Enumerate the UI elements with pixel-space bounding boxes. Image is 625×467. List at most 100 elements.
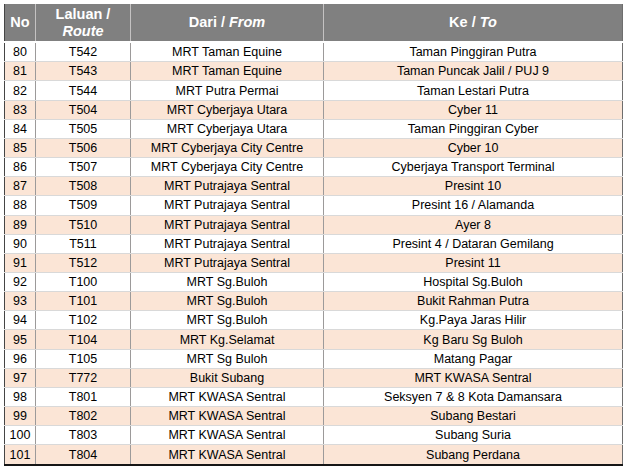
table-row: 80T542MRT Taman EquineTaman Pinggiran Pu…	[5, 42, 623, 62]
cell-no: 97	[5, 368, 36, 387]
cell-route: T544	[36, 81, 131, 100]
cell-to: Kg Baru Sg Buloh	[324, 330, 623, 349]
cell-to: Matang Pagar	[324, 349, 623, 368]
cell-route: T804	[36, 445, 131, 465]
cell-no: 101	[5, 445, 36, 465]
cell-from: MRT Sg Buloh	[131, 349, 324, 368]
cell-from: MRT Sg.Buloh	[131, 273, 324, 292]
table-row: 95T104MRT Kg.SelamatKg Baru Sg Buloh	[5, 330, 623, 349]
cell-from: MRT Cyberjaya Utara	[131, 119, 324, 138]
cell-no: 98	[5, 387, 36, 406]
header-row: No Laluan / Route Dari / From Ke / To	[5, 4, 623, 42]
cell-from: MRT Putrajaya Sentral	[131, 215, 324, 234]
cell-route: T510	[36, 215, 131, 234]
header-to-label: To	[480, 14, 497, 30]
table-row: 83T504MRT Cyberjaya UtaraCyber 11	[5, 100, 623, 119]
cell-no: 82	[5, 81, 36, 100]
table-row: 92T100MRT Sg.BulohHospital Sg.Buloh	[5, 273, 623, 292]
cell-from: MRT Cyberjaya City Centre	[131, 138, 324, 157]
cell-route: T508	[36, 177, 131, 196]
header-ke-label: Ke /	[449, 14, 476, 30]
cell-to: Presint 10	[324, 177, 623, 196]
cell-no: 88	[5, 196, 36, 215]
header-from-label: From	[229, 14, 265, 30]
table-row: 96T105MRT Sg BulohMatang Pagar	[5, 349, 623, 368]
cell-from: MRT Putrajaya Sentral	[131, 177, 324, 196]
cell-from: MRT Sg.Buloh	[131, 311, 324, 330]
cell-no: 90	[5, 234, 36, 253]
cell-to: Taman Lestari Putra	[324, 81, 623, 100]
header-laluan-route: Laluan / Route	[36, 4, 131, 42]
cell-from: MRT KWASA Sentral	[131, 426, 324, 445]
cell-route: T772	[36, 368, 131, 387]
cell-route: T506	[36, 138, 131, 157]
cell-route: T507	[36, 158, 131, 177]
cell-no: 100	[5, 426, 36, 445]
cell-to: Subang Bestari	[324, 407, 623, 426]
cell-no: 94	[5, 311, 36, 330]
cell-to: Cyber 10	[324, 138, 623, 157]
cell-route: T104	[36, 330, 131, 349]
table-header: No Laluan / Route Dari / From Ke / To	[5, 4, 623, 42]
table-row: 88T509MRT Putrajaya SentralPresint 16 / …	[5, 196, 623, 215]
cell-route: T102	[36, 311, 131, 330]
cell-from: MRT Taman Equine	[131, 42, 324, 62]
table-row: 100T803MRT KWASA SentralSubang Suria	[5, 426, 623, 445]
cell-route: T801	[36, 387, 131, 406]
table-row: 90T511MRT Putrajaya SentralPresint 4 / D…	[5, 234, 623, 253]
table-row: 89T510MRT Putrajaya SentralAyer 8	[5, 215, 623, 234]
cell-from: MRT KWASA Sentral	[131, 387, 324, 406]
header-route-label: Route	[38, 23, 128, 40]
cell-to: Presint 11	[324, 253, 623, 272]
cell-no: 80	[5, 42, 36, 62]
cell-route: T505	[36, 119, 131, 138]
cell-no: 89	[5, 215, 36, 234]
cell-no: 99	[5, 407, 36, 426]
cell-route: T101	[36, 292, 131, 311]
cell-to: Bukit Rahman Putra	[324, 292, 623, 311]
bus-routes-table: No Laluan / Route Dari / From Ke / To 80…	[4, 4, 623, 466]
cell-to: Hospital Sg.Buloh	[324, 273, 623, 292]
table-row: 85T506MRT Cyberjaya City CentreCyber 10	[5, 138, 623, 157]
header-dari-label: Dari /	[189, 14, 225, 30]
cell-to: Taman Puncak Jalil / PUJ 9	[324, 62, 623, 81]
cell-to: Cyber 11	[324, 100, 623, 119]
cell-from: MRT Putrajaya Sentral	[131, 196, 324, 215]
cell-route: T542	[36, 42, 131, 62]
cell-from: MRT Putra Permai	[131, 81, 324, 100]
cell-from: MRT KWASA Sentral	[131, 445, 324, 465]
table-body: 80T542MRT Taman EquineTaman Pinggiran Pu…	[5, 42, 623, 465]
cell-to: Subang Perdana	[324, 445, 623, 465]
cell-to: Presint 16 / Alamanda	[324, 196, 623, 215]
cell-from: MRT Cyberjaya Utara	[131, 100, 324, 119]
cell-route: T802	[36, 407, 131, 426]
cell-from: MRT Cyberjaya City Centre	[131, 158, 324, 177]
cell-no: 93	[5, 292, 36, 311]
cell-no: 87	[5, 177, 36, 196]
cell-no: 86	[5, 158, 36, 177]
table-row: 97T772Bukit SubangMRT KWASA Sentral	[5, 368, 623, 387]
cell-to: Subang Suria	[324, 426, 623, 445]
table-row: 99T802MRT KWASA SentralSubang Bestari	[5, 407, 623, 426]
table-row: 86T507MRT Cyberjaya City CentreCyberjaya…	[5, 158, 623, 177]
header-ke-to: Ke / To	[324, 4, 623, 42]
cell-to: Kg.Paya Jaras Hilir	[324, 311, 623, 330]
table-row: 84T505MRT Cyberjaya UtaraTaman Pinggiran…	[5, 119, 623, 138]
cell-route: T512	[36, 253, 131, 272]
cell-route: T803	[36, 426, 131, 445]
cell-no: 92	[5, 273, 36, 292]
cell-no: 81	[5, 62, 36, 81]
table-row: 91T512MRT Putrajaya SentralPresint 11	[5, 253, 623, 272]
cell-from: MRT Putrajaya Sentral	[131, 234, 324, 253]
table-row: 87T508MRT Putrajaya SentralPresint 10	[5, 177, 623, 196]
cell-from: MRT Kg.Selamat	[131, 330, 324, 349]
cell-route: T511	[36, 234, 131, 253]
table-row: 81T543MRT Taman EquineTaman Puncak Jalil…	[5, 62, 623, 81]
header-laluan-label: Laluan /	[38, 6, 128, 23]
table-row: 98T801MRT KWASA SentralSeksyen 7 & 8 Kot…	[5, 387, 623, 406]
cell-no: 91	[5, 253, 36, 272]
cell-no: 95	[5, 330, 36, 349]
cell-to: Ayer 8	[324, 215, 623, 234]
cell-route: T509	[36, 196, 131, 215]
table-row: 101T804MRT KWASA SentralSubang Perdana	[5, 445, 623, 465]
